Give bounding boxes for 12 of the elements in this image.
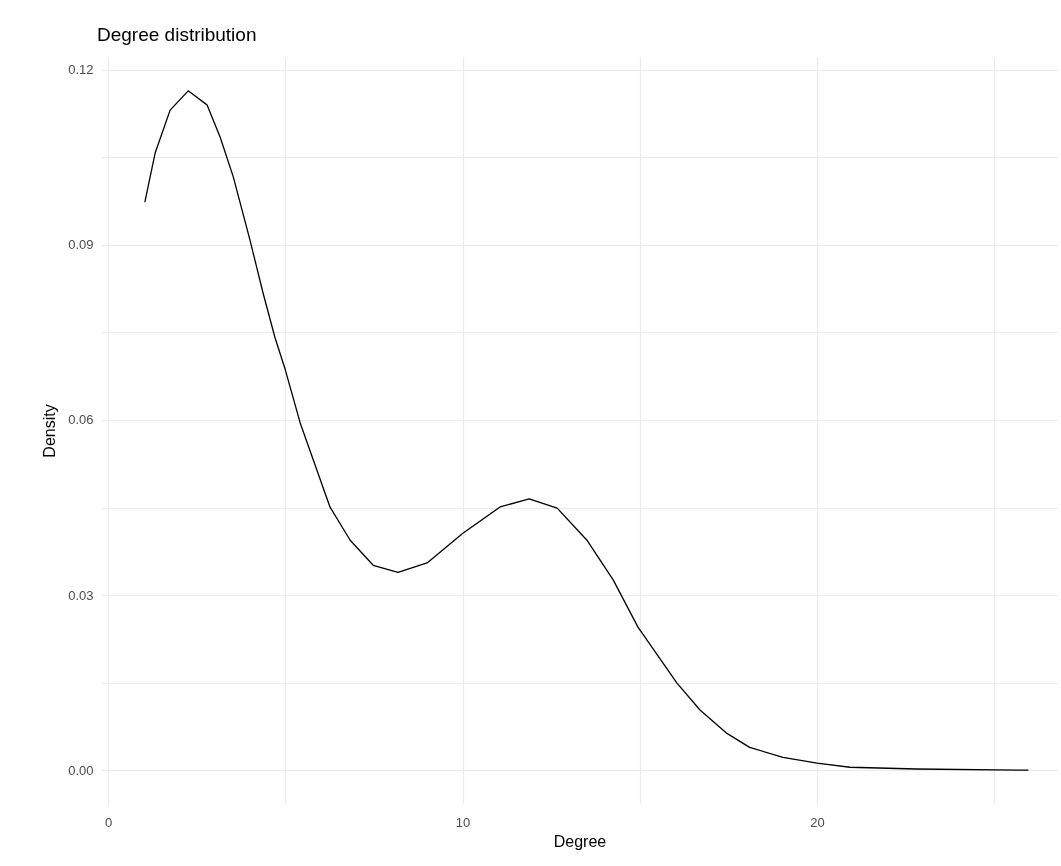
chart-title: Degree distribution <box>97 24 257 45</box>
y-axis-title: Density <box>41 404 59 458</box>
x-tick-label: 0 <box>104 814 113 830</box>
x-axis-title: Degree <box>553 832 607 850</box>
x-tick-label: 10 <box>455 814 471 830</box>
y-tick-label: 0.00 <box>68 762 94 778</box>
line-series <box>144 90 1029 771</box>
y-tick-label: 0.03 <box>68 587 94 603</box>
x-tick-label: 20 <box>810 814 825 830</box>
y-tick-label: 0.09 <box>68 237 94 253</box>
y-tick-label: 0.12 <box>68 62 94 78</box>
y-tick-label: 0.06 <box>68 412 94 428</box>
